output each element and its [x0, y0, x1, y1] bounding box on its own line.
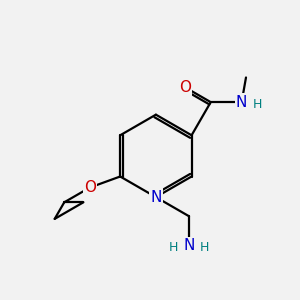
Text: H: H	[200, 241, 210, 254]
Text: O: O	[179, 80, 191, 95]
Text: N: N	[236, 94, 247, 110]
Text: N: N	[183, 238, 195, 253]
Text: H: H	[253, 98, 262, 111]
Text: O: O	[84, 180, 96, 195]
Text: H: H	[169, 241, 178, 254]
Text: N: N	[150, 190, 162, 205]
